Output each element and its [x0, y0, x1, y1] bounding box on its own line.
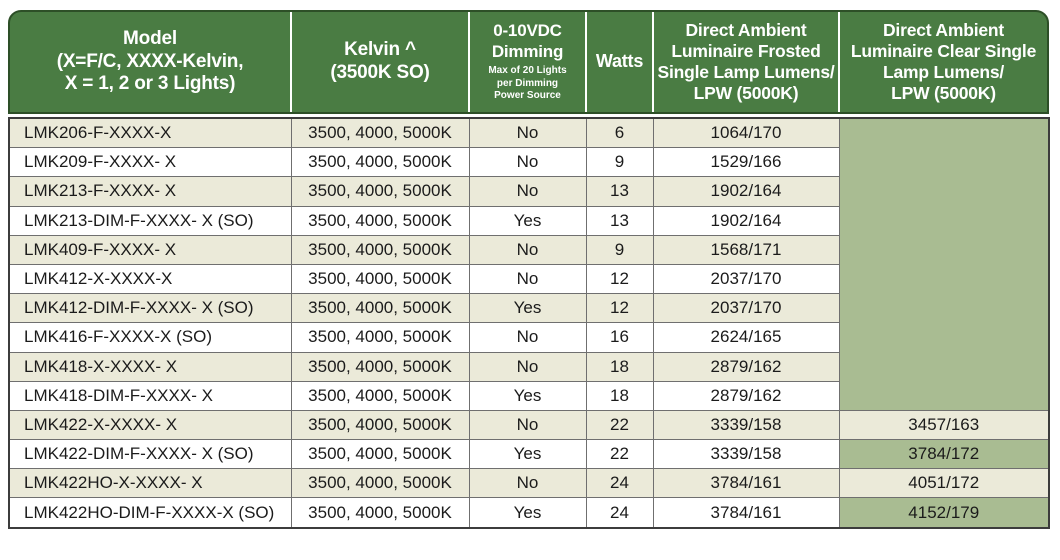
cell-frosted-lumens: 2037/170 — [652, 263, 840, 295]
cell-model: LMK418-X-XXXX- X — [8, 351, 292, 382]
cell-frosted-lumens: 2879/162 — [652, 351, 840, 382]
cell-watts: 9 — [585, 234, 654, 265]
cell-model: LMK422-X-XXXX- X — [8, 409, 292, 441]
cell-frosted-lumens: 1064/170 — [652, 117, 840, 149]
cell-kelvin: 3500, 4000, 5000K — [290, 468, 470, 499]
cell-kelvin: 3500, 4000, 5000K — [290, 322, 470, 353]
cell-model: LMK422HO-DIM-F-XXXX-X (SO) — [8, 497, 292, 529]
cell-dimming: Yes — [468, 293, 587, 324]
cell-frosted-lumens: 3339/158 — [652, 409, 840, 441]
cell-watts: 24 — [585, 497, 654, 529]
cell-kelvin: 3500, 4000, 5000K — [290, 293, 470, 324]
cell-watts: 24 — [585, 468, 654, 499]
cell-dimming: No — [468, 409, 587, 441]
cell-dimming: No — [468, 117, 587, 149]
cell-dimming: No — [468, 322, 587, 353]
cell-kelvin: 3500, 4000, 5000K — [290, 117, 470, 149]
cell-watts: 22 — [585, 439, 654, 470]
header-dimming-note: Max of 20 Lights per Dimming Power Sourc… — [488, 65, 567, 102]
cell-frosted-lumens: 2879/162 — [652, 380, 840, 411]
cell-model: LMK409-F-XXXX- X — [8, 234, 292, 265]
table-row: LMK422HO-X-XXXX- X 3500, 4000, 5000K No … — [8, 468, 1050, 499]
cell-dimming: No — [468, 147, 587, 178]
table-row: LMK422-X-XXXX- X 3500, 4000, 5000K No 22… — [8, 409, 1050, 441]
cell-kelvin: 3500, 4000, 5000K — [290, 380, 470, 411]
cell-dimming: Yes — [468, 205, 587, 236]
header-cell-model: Model (X=F/C, XXXX-Kelvin, X = 1, 2 or 3… — [10, 12, 292, 112]
cell-watts: 12 — [585, 263, 654, 295]
cell-watts: 13 — [585, 176, 654, 207]
header-cell-watts: Watts — [587, 12, 654, 112]
merged-clear-lumens-cell — [838, 117, 1050, 411]
cell-frosted-lumens: 2624/165 — [652, 322, 840, 353]
cell-model: LMK209-F-XXXX- X — [8, 147, 292, 178]
cell-kelvin: 3500, 4000, 5000K — [290, 147, 470, 178]
cell-kelvin: 3500, 4000, 5000K — [290, 497, 470, 529]
cell-frosted-lumens: 2037/170 — [652, 293, 840, 324]
cell-clear-lumens: 3457/163 — [838, 409, 1050, 441]
cell-clear-lumens: 4152/179 — [838, 497, 1050, 529]
cell-watts: 13 — [585, 205, 654, 236]
cell-dimming: Yes — [468, 380, 587, 411]
header-dimming-title: 0-10VDC Dimming — [491, 21, 564, 61]
table-row: LMK206-F-XXXX-X 3500, 4000, 5000K No 6 1… — [8, 117, 1050, 411]
cell-frosted-lumens: 3784/161 — [652, 497, 840, 529]
header-cell-frosted-lumens: Direct Ambient Luminaire Frosted Single … — [654, 12, 840, 112]
cell-clear-lumens: 3784/172 — [838, 439, 1050, 470]
cell-model: LMK418-DIM-F-XXXX- X — [8, 380, 292, 411]
cell-frosted-lumens: 1568/171 — [652, 234, 840, 265]
cell-model: LMK412-X-XXXX-X — [8, 263, 292, 295]
table-row: LMK422-DIM-F-XXXX- X (SO) 3500, 4000, 50… — [8, 439, 1050, 470]
header-cell-kelvin: Kelvin ^ (3500K SO) — [292, 12, 470, 112]
spec-table: Model (X=F/C, XXXX-Kelvin, X = 1, 2 or 3… — [8, 10, 1050, 529]
header-cell-clear-lumens: Direct Ambient Luminaire Clear Single La… — [850, 20, 1037, 103]
cell-dimming: No — [468, 234, 587, 265]
cell-model: LMK213-F-XXXX- X — [8, 176, 292, 207]
table-row: LMK418-X-XXXX- X 3500, 4000, 5000K No 18… — [8, 351, 1049, 382]
table-row: LMK422HO-DIM-F-XXXX-X (SO) 3500, 4000, 5… — [8, 497, 1050, 529]
cell-frosted-lumens: 3339/158 — [652, 439, 840, 470]
cell-dimming: No — [468, 176, 587, 207]
cell-model: LMK422-DIM-F-XXXX- X (SO) — [8, 439, 292, 470]
cell-frosted-lumens: 1902/164 — [652, 205, 840, 236]
cell-watts: 16 — [585, 322, 654, 353]
cell-dimming: Yes — [468, 497, 587, 529]
cell-model: LMK206-F-XXXX-X — [8, 117, 292, 149]
cell-model: LMK416-F-XXXX-X (SO) — [8, 322, 292, 353]
cell-watts: 6 — [585, 117, 654, 149]
cell-watts: 18 — [585, 380, 654, 411]
cell-frosted-lumens: 3784/161 — [652, 468, 840, 499]
table-row: LMK213-F-XXXX- X 3500, 4000, 5000K No 13… — [8, 176, 1049, 207]
cell-kelvin: 3500, 4000, 5000K — [290, 263, 470, 295]
header-cell-dimming: 0-10VDC Dimming Max of 20 Lights per Dim… — [470, 12, 587, 112]
cell-model: LMK213-DIM-F-XXXX- X (SO) — [8, 205, 292, 236]
cell-frosted-lumens: 1902/164 — [652, 176, 840, 207]
table-body: LMK206-F-XXXX-X 3500, 4000, 5000K No 6 1… — [8, 117, 1050, 529]
cell-kelvin: 3500, 4000, 5000K — [290, 351, 470, 382]
cell-watts: 18 — [585, 351, 654, 382]
cell-dimming: No — [468, 263, 587, 295]
cell-kelvin: 3500, 4000, 5000K — [290, 439, 470, 470]
cell-model: LMK412-DIM-F-XXXX- X (SO) — [8, 293, 292, 324]
cell-watts: 9 — [585, 147, 654, 178]
cell-kelvin: 3500, 4000, 5000K — [290, 176, 470, 207]
cell-kelvin: 3500, 4000, 5000K — [290, 205, 470, 236]
cell-watts: 12 — [585, 293, 654, 324]
table-row: LMK418-DIM-F-XXXX- X 3500, 4000, 5000K Y… — [8, 380, 1049, 411]
cell-model: LMK422HO-X-XXXX- X — [8, 468, 292, 499]
cell-dimming: Yes — [468, 439, 587, 470]
cell-frosted-lumens: 1529/166 — [652, 147, 840, 178]
table-header-row: Model (X=F/C, XXXX-Kelvin, X = 1, 2 or 3… — [8, 10, 1049, 114]
cell-kelvin: 3500, 4000, 5000K — [290, 234, 470, 265]
cell-clear-lumens: 4051/172 — [838, 468, 1050, 499]
cell-dimming: No — [468, 351, 587, 382]
cell-watts: 22 — [585, 409, 654, 441]
cell-kelvin: 3500, 4000, 5000K — [290, 409, 470, 441]
cell-dimming: No — [468, 468, 587, 499]
